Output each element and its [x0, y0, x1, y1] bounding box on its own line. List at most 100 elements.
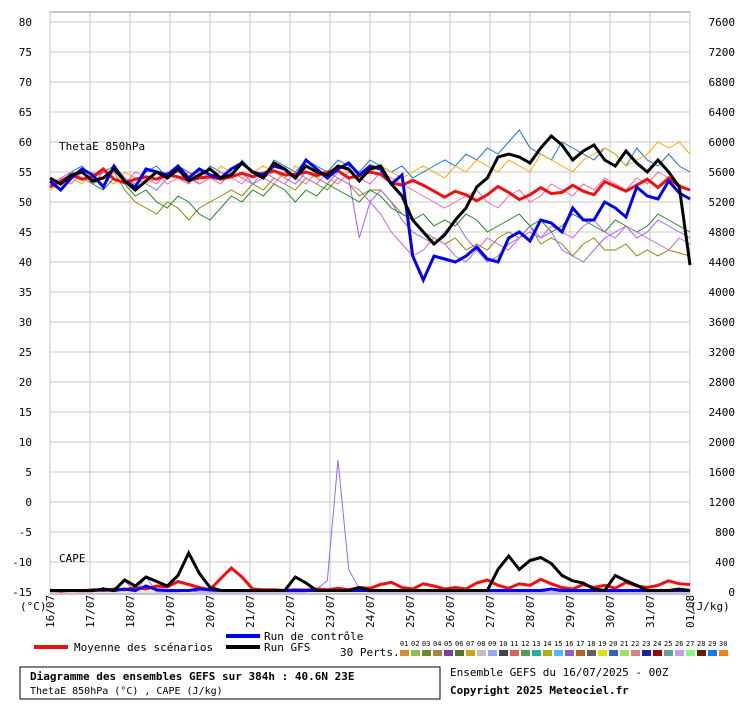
x-tick-label: 20/07	[204, 595, 217, 628]
cape-line-run-gfs	[50, 549, 691, 593]
pert-swatch-16	[565, 650, 574, 656]
theta-line-perturbation	[49, 171, 691, 263]
pert-id-19: 19	[598, 640, 606, 648]
footer-copyright: Copyright 2025 Meteociel.fr	[450, 684, 629, 697]
theta-line-moyenne-des-sc-narios	[49, 167, 691, 203]
left-tick-label: 45	[19, 226, 32, 239]
footer-title: Diagramme des ensembles GEFS sur 384h : …	[30, 670, 355, 683]
x-axis: 16/07 17/07 18/07 19/07 20/07 21/07 22/07 23/07…	[44, 595, 697, 628]
theta-e-series	[49, 129, 692, 284]
pert-swatch-15	[554, 650, 563, 656]
pert-id-05: 05	[444, 640, 452, 648]
legend-gfs-label: Run GFS	[264, 641, 310, 654]
pert-id-24: 24	[653, 640, 661, 648]
x-tick-label: 26/07	[444, 595, 457, 628]
pert-id-20: 20	[609, 640, 617, 648]
right-tick-label: 5600	[709, 166, 736, 179]
x-tick-label: 24/07	[364, 595, 377, 628]
pert-id-04: 04	[433, 640, 441, 648]
pert-swatch-12	[521, 650, 530, 656]
right-tick-label: 1600	[709, 466, 736, 479]
pert-id-15: 15	[554, 640, 562, 648]
right-axis: 7600720068006400600056005200480044004000…	[709, 16, 736, 599]
pert-id-11: 11	[510, 640, 518, 648]
x-tick-label: 29/07	[564, 595, 577, 628]
left-tick-label: 50	[19, 196, 32, 209]
x-tick-label: 22/07	[284, 595, 297, 628]
left-tick-label: 65	[19, 106, 32, 119]
pert-swatch-19	[598, 650, 607, 656]
pert-swatch-07	[466, 650, 475, 656]
right-tick-label: 3600	[709, 316, 736, 329]
pert-id-13: 13	[532, 640, 540, 648]
pert-id-23: 23	[642, 640, 650, 648]
pert-swatch-27	[686, 650, 695, 656]
pert-swatch-20	[609, 650, 618, 656]
left-tick-label: 35	[19, 286, 32, 299]
right-tick-label: 4400	[709, 256, 736, 269]
right-tick-label: 6800	[709, 76, 736, 89]
pert-swatch-26	[675, 650, 684, 656]
left-tick-label: 5	[25, 466, 32, 479]
right-tick-label: 7200	[709, 46, 736, 59]
left-tick-label: 15	[19, 406, 32, 419]
cape-panel-label: CAPE	[59, 552, 86, 565]
left-tick-label: -15	[12, 586, 32, 599]
right-tick-label: 5200	[709, 196, 736, 209]
left-tick-label: 60	[19, 136, 32, 149]
pert-swatch-08	[477, 650, 486, 656]
pert-swatch-13	[532, 650, 541, 656]
pert-swatch-11	[510, 650, 519, 656]
legend: Moyenne des scénarios Run de contrôle Ru…	[34, 630, 728, 659]
grid	[49, 12, 691, 594]
right-tick-label: 7600	[709, 16, 736, 29]
pert-id-17: 17	[576, 640, 584, 648]
right-tick-label: 2000	[709, 436, 736, 449]
right-tick-label: 1200	[709, 496, 736, 509]
right-unit-label: (J/kg)	[690, 600, 730, 613]
x-tick-label: 17/07	[84, 595, 97, 628]
pert-id-21: 21	[620, 640, 628, 648]
left-tick-label: 80	[19, 16, 32, 29]
pert-id-03: 03	[422, 640, 430, 648]
x-tick-label: 21/07	[244, 595, 257, 628]
theta-panel-label: ThetaE 850hPa	[59, 140, 145, 153]
pert-swatch-24	[653, 650, 662, 656]
pert-id-08: 08	[477, 640, 485, 648]
pert-id-02: 02	[411, 640, 419, 648]
footer-box	[19, 666, 441, 700]
pert-id-10: 10	[499, 640, 507, 648]
right-tick-label: 4800	[709, 226, 736, 239]
pert-swatch-10	[499, 650, 508, 656]
left-tick-label: 40	[19, 256, 32, 269]
left-tick-label: -10	[12, 556, 32, 569]
pert-id-01: 01	[400, 640, 408, 648]
cape-series	[49, 459, 691, 593]
right-tick-label: 2800	[709, 376, 736, 389]
x-tick-label: 18/07	[124, 595, 137, 628]
pert-id-14: 14	[543, 640, 551, 648]
x-tick-label: 16/07	[44, 595, 57, 628]
left-tick-label: 55	[19, 166, 32, 179]
legend-perts-label: 30 Perts.	[340, 646, 400, 659]
x-tick-label: 31/07	[644, 595, 657, 628]
x-tick-label: 28/07	[524, 595, 537, 628]
x-tick-label: 01/08	[684, 595, 697, 628]
footer-run-info: Ensemble GEFS du 16/07/2025 - 00Z	[450, 666, 669, 679]
x-tick-label: 27/07	[484, 595, 497, 628]
right-tick-label: 6400	[709, 106, 736, 119]
theta-line-run-gfs	[49, 133, 692, 266]
pert-id-26: 26	[675, 640, 683, 648]
pert-swatch-05	[444, 650, 453, 656]
pert-swatch-01	[400, 650, 409, 656]
pert-id-09: 09	[488, 640, 496, 648]
pert-swatch-03	[422, 650, 431, 656]
pert-id-18: 18	[587, 640, 595, 648]
pert-id-12: 12	[521, 640, 529, 648]
x-tick-label: 30/07	[604, 595, 617, 628]
left-tick-label: 75	[19, 46, 32, 59]
left-tick-label: 25	[19, 346, 32, 359]
pert-swatch-25	[664, 650, 673, 656]
